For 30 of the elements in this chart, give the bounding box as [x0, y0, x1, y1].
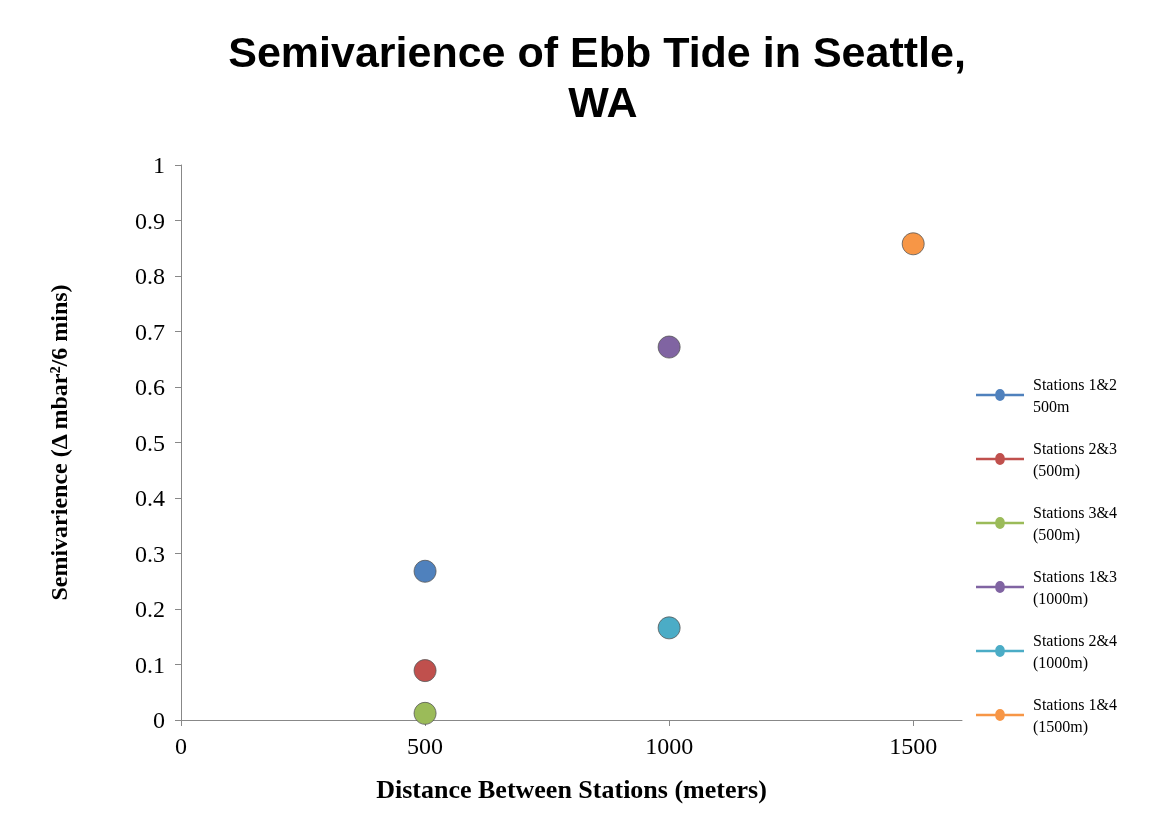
point — [657, 616, 681, 640]
x-tick-label: 500 — [407, 733, 444, 759]
y-tick-label: 0.8 — [135, 263, 165, 289]
chart-title: Semivarience of Ebb Tide in Seattle, WA — [228, 28, 978, 126]
point — [657, 335, 681, 359]
point — [413, 559, 437, 583]
legend-label: Stations 2&3 (500m) — [1033, 439, 1122, 480]
x-tick-label: 1500 — [889, 733, 938, 759]
y-tick-label: 0.9 — [135, 207, 165, 234]
y-tick-label: 0.6 — [135, 374, 165, 400]
x-tick-label: 0 — [175, 733, 187, 759]
legend-label: Stations 3&4 (500m) — [1033, 503, 1122, 544]
y-tick-label: 0.2 — [135, 596, 165, 622]
legend-label: Stations 1&4 (1500m) — [1033, 695, 1122, 736]
point — [413, 659, 437, 682]
x-axis-title: Distance Between Stations (meters) — [376, 774, 767, 804]
y-tick-label: 0.1 — [135, 651, 165, 678]
point — [413, 701, 437, 725]
y-axis-title: Semivarience (Δ mbar²/6 mins) — [46, 284, 72, 601]
y-tick-label: 0.4 — [135, 485, 165, 511]
y-tick-label: 0 — [153, 707, 165, 733]
legend-label: Stations 1&3 (1000m) — [1033, 567, 1122, 608]
x-tick-label: 1000 — [645, 733, 694, 759]
legend-label: Stations 1&2 500m — [1033, 375, 1122, 415]
y-tick-label: 1 — [153, 152, 165, 178]
legend-label: Stations 2&4 (1000m) — [1033, 631, 1122, 672]
y-tick-label: 0.3 — [135, 540, 165, 567]
point — [901, 232, 925, 256]
y-tick-label: 0.7 — [135, 318, 165, 345]
y-tick-label: 0.5 — [135, 429, 165, 456]
